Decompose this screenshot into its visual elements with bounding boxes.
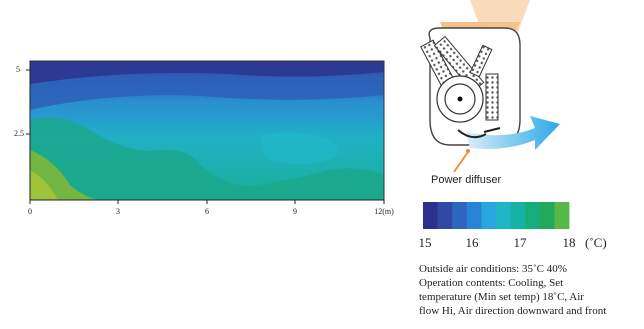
scale-swatch <box>481 202 497 229</box>
scale-unit: (˚C) <box>585 235 607 250</box>
louver <box>483 127 501 133</box>
x-tick-3: 3 <box>116 207 120 216</box>
filter-right <box>485 73 499 121</box>
y-tick-5: 5 <box>16 65 20 74</box>
caption-line-3: temperature (Min set temp) 18˚C, Air <box>419 291 584 303</box>
heatmap-green-zone <box>30 117 384 200</box>
scale-swatch <box>466 202 482 229</box>
scale-swatch <box>452 202 468 229</box>
heatmap-warm-core <box>30 170 58 200</box>
scale-swatch <box>525 202 541 229</box>
x-tick-6: 6 <box>205 207 209 216</box>
fan-hub <box>457 96 463 102</box>
x-tick-0: 0 <box>28 207 32 216</box>
scale-swatch <box>510 202 526 229</box>
callout-line <box>453 151 469 173</box>
air-conditioner-diagram <box>420 0 560 173</box>
scale-label-15: 15 <box>419 235 432 250</box>
scale-swatch <box>423 202 438 229</box>
y-tick-2-5: 2.5 <box>14 129 24 138</box>
scale-label-17: 17 <box>514 235 528 250</box>
caption-line-1: Outside air conditions: 35˚C 40% <box>419 263 567 275</box>
x-tick-12m: 12(m) <box>374 207 394 216</box>
x-tick-9: 9 <box>293 207 297 216</box>
caption-line-2: Operation contents: Cooling, Set <box>419 277 564 289</box>
diffuser-vane <box>457 129 487 139</box>
scale-swatch <box>554 202 570 229</box>
temperature-heatmap <box>29 60 385 201</box>
power-diffuser-label: Power diffuser <box>431 174 502 186</box>
heatmap-top-band <box>30 61 384 84</box>
airflow-arrow <box>466 116 560 150</box>
temperature-color-scale <box>423 202 570 229</box>
scale-swatch <box>539 202 555 229</box>
scale-label-18: 18 <box>563 235 576 250</box>
scale-swatch <box>437 202 453 229</box>
callout-dot <box>466 149 470 153</box>
caption-line-4: flow Hi, Air direction downward and fron… <box>419 305 607 317</box>
scale-swatch <box>496 202 511 229</box>
filter-upper-right <box>469 44 493 78</box>
heatmap-axes <box>26 61 385 204</box>
scale-label-16: 16 <box>466 235 480 250</box>
heatmap-mid-cyan <box>260 132 338 165</box>
heatmap-upper-blue <box>30 76 384 110</box>
